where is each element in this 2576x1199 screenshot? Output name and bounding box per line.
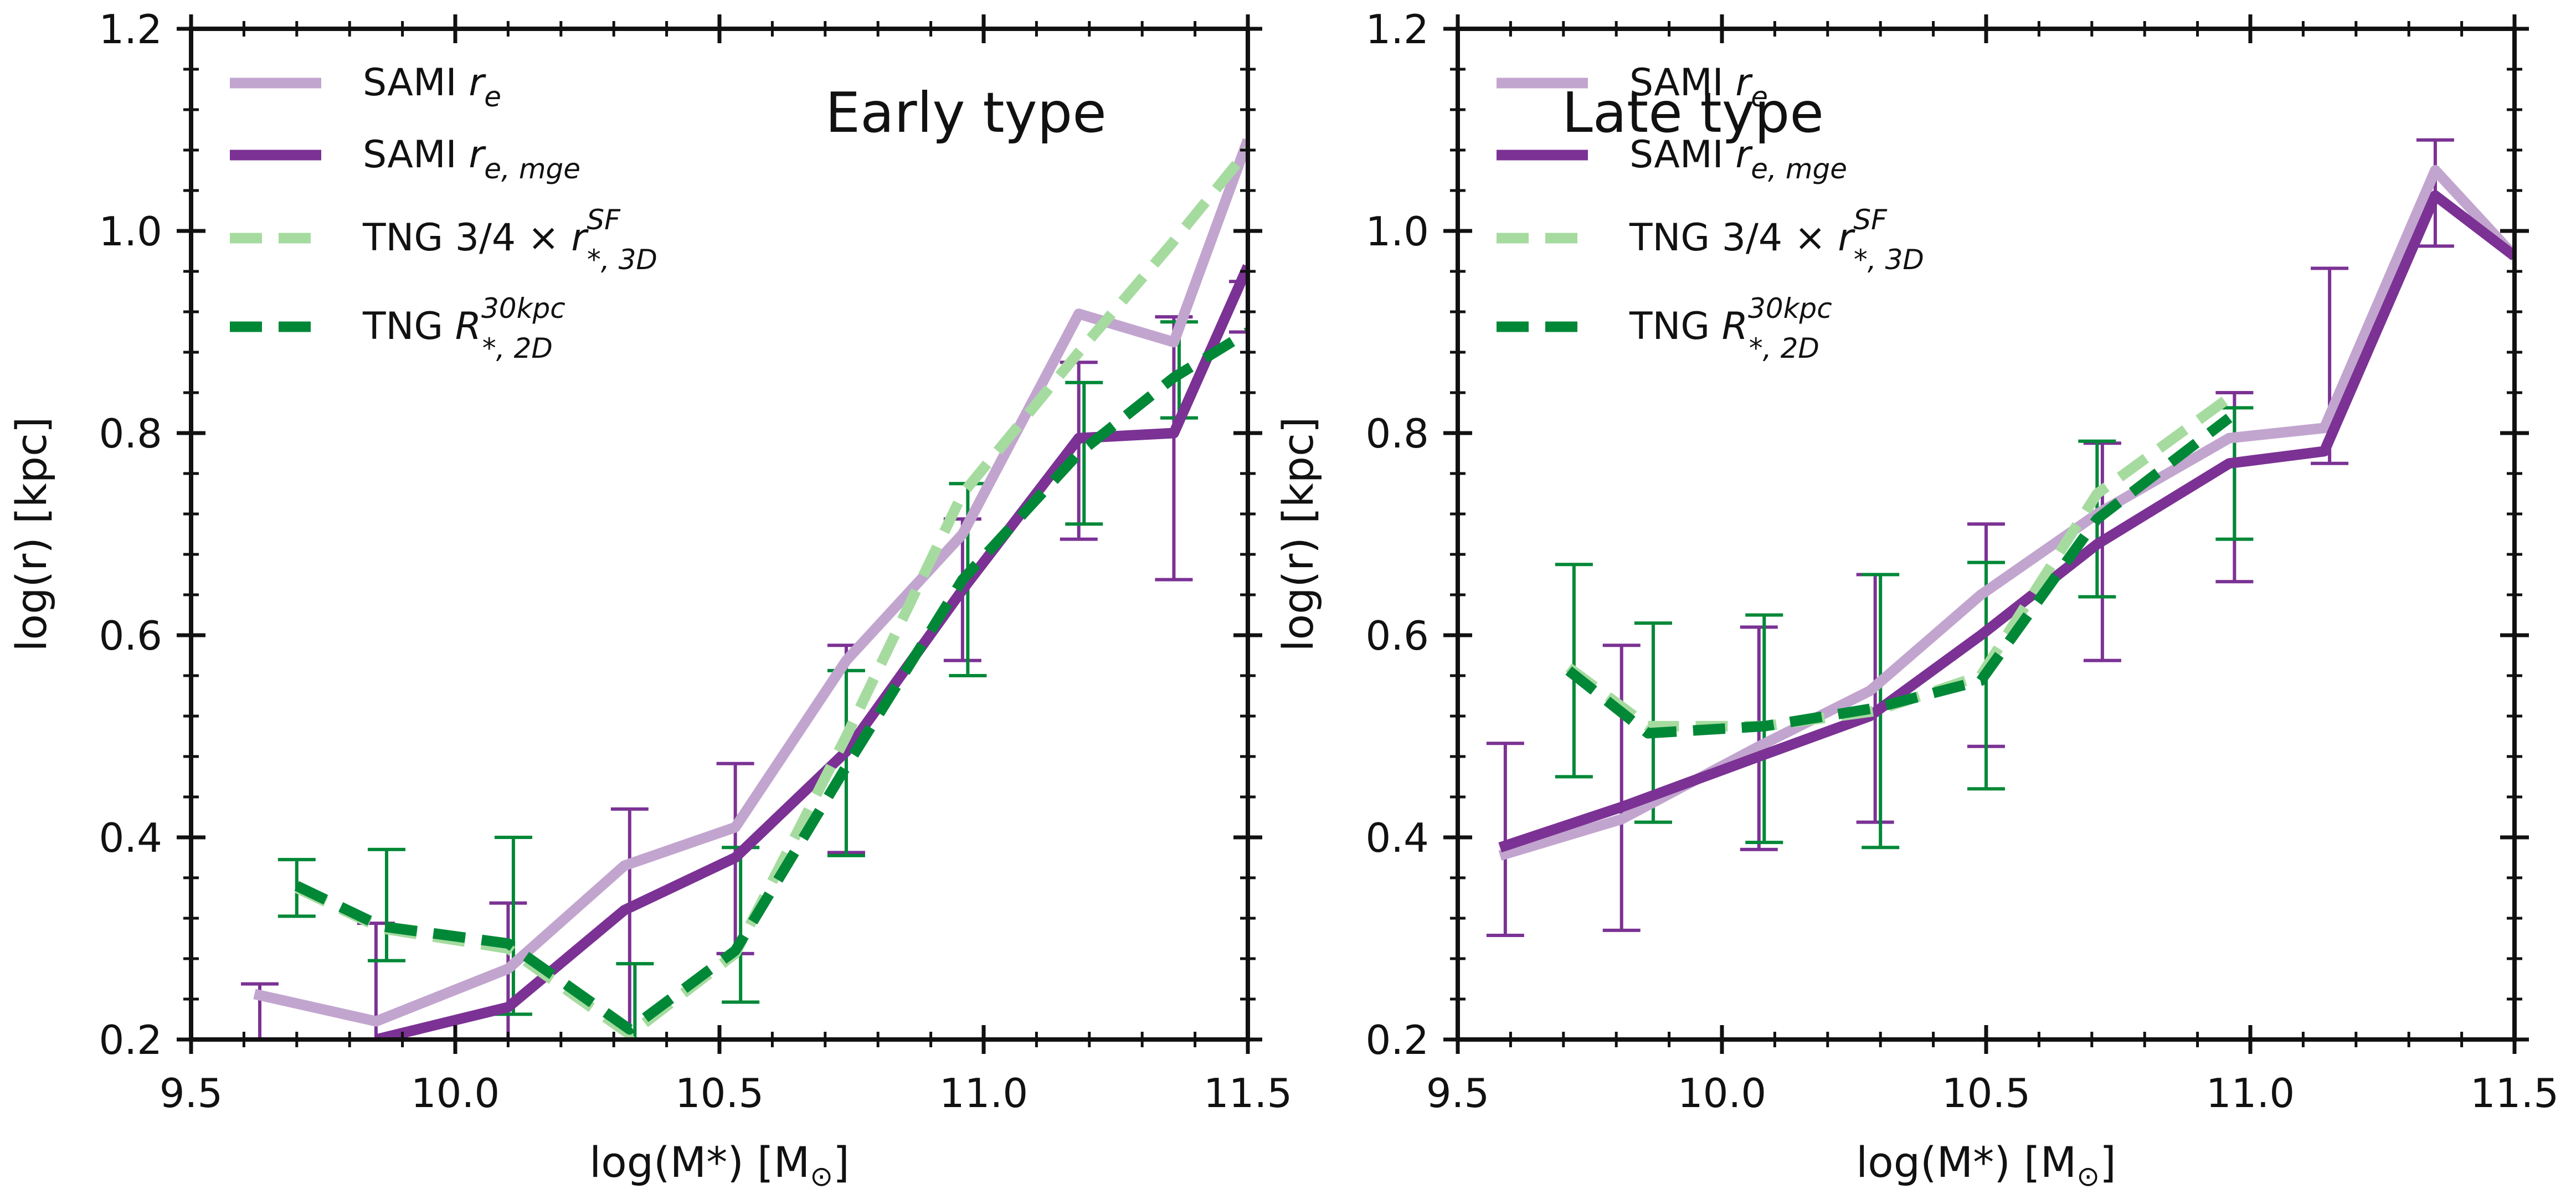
tng_30kpc-line: [1565, 414, 2233, 739]
x-tick-label: 11.5: [1204, 1070, 1292, 1116]
late-axes-frame: [1456, 27, 2517, 1042]
legend-label: TNG R30kpc *, 2D: [1629, 292, 1832, 364]
early-y-axis-label: log(r) [kpc]: [7, 417, 56, 652]
late-y-axis-label: log(r) [kpc]: [1273, 417, 1323, 652]
legend-item-tng_30kpc: TNG R30kpc *, 2D: [1497, 292, 1832, 364]
x-tick-label: 10.5: [1942, 1070, 2030, 1116]
y-tick-label: 1.0: [99, 208, 162, 255]
tng_sf-line: [294, 147, 1248, 1040]
tng_sf-line: [1565, 393, 2233, 732]
y-tick-label: 0.2: [1365, 1017, 1429, 1063]
legend-item-sami_re_mge: SAMI re, mge: [230, 133, 580, 185]
x-tick-label: 10.5: [675, 1070, 764, 1116]
legend-label: SAMI re, mge: [363, 133, 580, 185]
x-tick-label: 11.5: [2470, 1070, 2559, 1116]
panel-early-type: 9.5 10.0 10.5 11.0 11.5 0.2 0.4 0.6 0.8 1.0 1.2 Ea…: [7, 6, 1292, 1192]
y-tick-label: 1.0: [1365, 208, 1429, 255]
legend-label: SAMI re: [363, 61, 501, 113]
y-tick-label: 0.2: [99, 1017, 162, 1063]
legend-label: TNG 3/4 × rSF *, 3D: [362, 204, 657, 276]
legend-label: TNG R30kpc *, 2D: [362, 292, 565, 364]
legend-label: SAMI re: [1629, 61, 1768, 113]
late-tick-labels: 9.5 10.0 10.5 11.0 11.5 0.2 0.4 0.6 0.8 1.0 1.2: [1365, 6, 2559, 1116]
legend-item-sami_re_mge: SAMI re, mge: [1497, 133, 1847, 185]
late-legend: SAMI re SAMI re, mge TNG 3/4 × rSF *, 3D TNG…: [1497, 61, 1924, 364]
y-tick-label: 0.4: [1365, 815, 1429, 861]
x-tick-label: 11.0: [2206, 1070, 2295, 1116]
y-tick-label: 0.4: [99, 815, 162, 861]
y-tick-label: 0.6: [99, 613, 162, 659]
y-tick-label: 0.6: [1365, 613, 1429, 659]
late-panel-title: Late type: [1562, 80, 1824, 145]
legend-item-sami_re: SAMI re: [230, 61, 501, 113]
x-tick-label: 10.0: [1678, 1070, 1766, 1116]
x-tick-label: 10.0: [411, 1070, 500, 1116]
legend-item-tng_sf: TNG 3/4 × rSF *, 3D: [230, 204, 657, 276]
early-axes-frame: [189, 27, 1250, 1042]
late-plot-area: [1486, 138, 2515, 938]
tng_30kpc-line: [294, 327, 1248, 1035]
y-tick-label: 1.2: [1365, 6, 1429, 53]
legend-item-tng_30kpc: TNG R30kpc *, 2D: [230, 292, 565, 364]
legend-item-tng_sf: TNG 3/4 × rSF *, 3D: [1497, 204, 1924, 276]
early-legend: SAMI re SAMI re, mge TNG 3/4 × rSF *, 3D TNG…: [230, 61, 657, 364]
early-ticks: [177, 14, 1262, 1054]
legend-label: TNG 3/4 × rSF *, 3D: [1629, 204, 1924, 276]
early-x-axis-label: log(M*) [M⊙]: [589, 1138, 850, 1192]
sami_re-line: [253, 138, 1248, 1027]
panel-late-type: 9.5 10.0 10.5 11.0 11.5 0.2 0.4 0.6 0.8 1.0 1.2 SA…: [1273, 6, 2559, 1192]
early-plot-area: [241, 138, 1248, 1040]
legend-item-sami_re: SAMI re: [1497, 61, 1768, 113]
y-tick-label: 0.8: [99, 410, 162, 457]
x-tick-label: 9.5: [1426, 1070, 1490, 1116]
y-tick-label: 1.2: [99, 6, 162, 53]
late-x-axis-label: log(M*) [M⊙]: [1856, 1138, 2116, 1192]
x-tick-label: 11.0: [939, 1070, 1028, 1116]
x-tick-label: 9.5: [160, 1070, 223, 1116]
legend-label: SAMI re, mge: [1629, 133, 1847, 185]
early-panel-title: Early type: [825, 80, 1107, 145]
early-tick-labels: 9.5 10.0 10.5 11.0 11.5 0.2 0.4 0.6 0.8 1.0 1.2: [99, 6, 1292, 1116]
y-tick-label: 0.8: [1365, 410, 1429, 457]
